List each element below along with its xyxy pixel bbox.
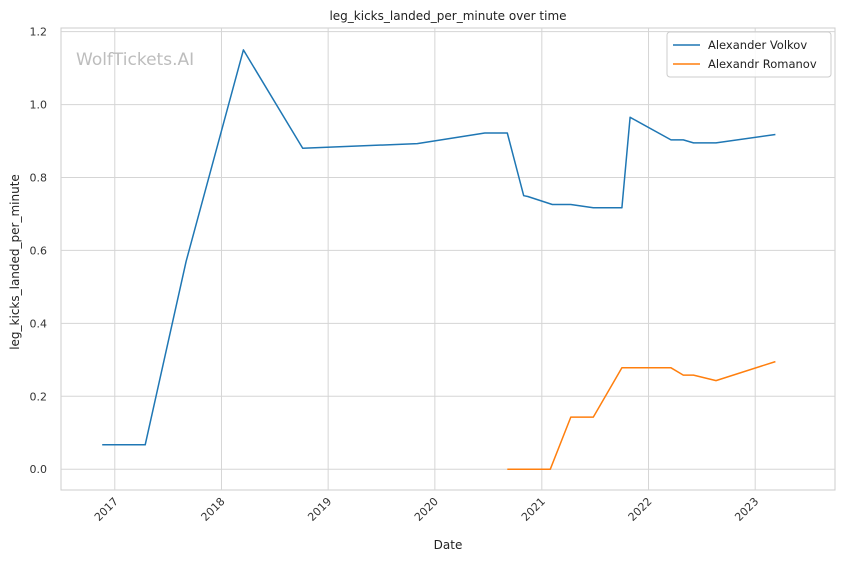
y-tick-label: 0.8 — [30, 172, 48, 185]
series-line-alexander-volkov — [102, 49, 776, 446]
legend-box — [666, 31, 832, 78]
x-axis-label: Date — [434, 538, 463, 552]
watermark: WolfTickets.AI — [76, 50, 194, 70]
chart-title: leg_kicks_landed_per_minute over time — [329, 9, 566, 23]
plot-area — [60, 27, 836, 491]
y-tick-label: 1.2 — [30, 26, 48, 39]
legend: Alexander Volkov Alexandr Romanov — [666, 31, 832, 78]
legend-label-alexandr-romanov: Alexandr Romanov — [708, 57, 817, 71]
legend-label-alexander-volkov: Alexander Volkov — [708, 38, 807, 52]
grid — [61, 28, 835, 490]
y-tick-label: 0.2 — [30, 390, 48, 403]
y-axis-label: leg_kicks_landed_per_minute — [8, 174, 22, 350]
series-line-alexandr-romanov — [507, 360, 776, 470]
y-tick-label: 1.0 — [30, 99, 48, 112]
series-layer — [102, 49, 776, 470]
y-tick-label: 0.0 — [30, 463, 48, 476]
y-tick-label: 0.4 — [30, 317, 48, 330]
y-tick-label: 0.6 — [30, 244, 48, 257]
